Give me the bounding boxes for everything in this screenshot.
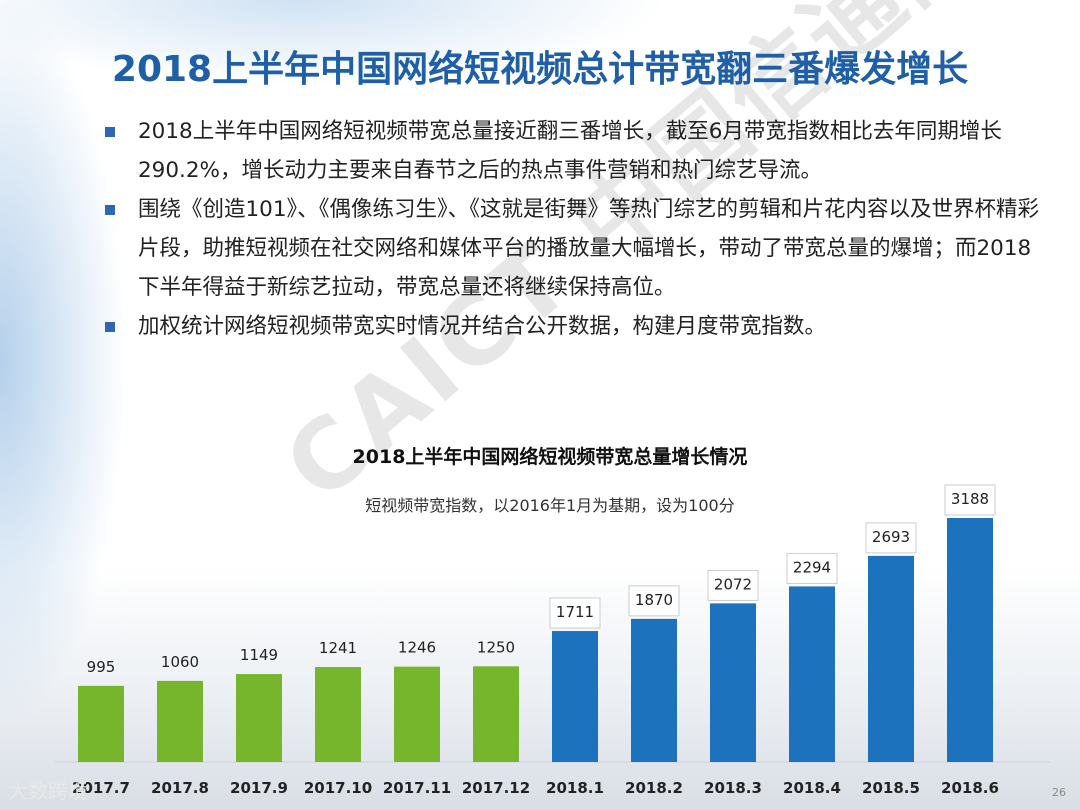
bar-2017.8 — [157, 680, 203, 762]
x-tick-label-2018.5: 2018.5 — [862, 779, 920, 797]
data-label-2017.9: 1149 — [240, 646, 278, 664]
x-tick-label-2018.1: 2018.1 — [546, 779, 604, 797]
x-tick-label-2017.8: 2017.8 — [151, 779, 209, 797]
data-label-box-2018.2 — [628, 585, 680, 617]
page-number: 26 — [1052, 786, 1066, 799]
bullet-item: 2018上半年中国网络短视频带宽总量接近翻三番增长，截至6月带宽指数相比去年同期… — [100, 112, 1040, 190]
data-label-2017.11: 1246 — [398, 639, 436, 657]
data-label-box-2018.6 — [944, 484, 996, 516]
data-label-2018.5: 2693 — [872, 528, 910, 546]
data-label-2018.4: 2294 — [793, 558, 831, 576]
data-label-box-2018.1 — [549, 597, 601, 629]
bullet-item: 加权统计网络短视频带宽实时情况并结合公开数据，构建月度带宽指数。 — [100, 307, 1040, 346]
logo: 大数跨境 — [8, 779, 88, 803]
data-label-2018.2: 1870 — [635, 591, 673, 609]
bar-2018.3 — [710, 603, 756, 762]
x-tick-label-2017.11: 2017.11 — [383, 779, 451, 797]
bar-2018.2 — [631, 618, 677, 762]
bar-2017.7 — [78, 685, 124, 762]
data-label-2017.10: 1241 — [319, 639, 357, 657]
x-tick-label-2017.12: 2017.12 — [462, 779, 530, 797]
bar-2018.6 — [947, 518, 993, 762]
x-tick-label-2018.6: 2018.6 — [941, 779, 999, 797]
bullet-text: 围绕《创造101》、《偶像练习生》、《这就是街舞》等热门综艺的剪辑和片花内容以及… — [138, 197, 1040, 300]
data-label-2017.8: 1060 — [161, 653, 199, 671]
bar-2017.10 — [315, 667, 361, 762]
bullet-item: 围绕《创造101》、《偶像练习生》、《这就是街舞》等热门综艺的剪辑和片花内容以及… — [100, 190, 1040, 307]
data-label-2018.3: 2072 — [714, 575, 752, 593]
x-tick-label-2018.4: 2018.4 — [783, 779, 841, 797]
data-label-2017.12: 1250 — [477, 638, 515, 656]
page-title: 2018上半年中国网络短视频总计带宽翻三番爆发增长 — [111, 49, 969, 90]
bar-2018.5 — [868, 555, 914, 762]
x-tick-label-2017.7: 2017.7 — [72, 779, 130, 797]
bar-2018.1 — [552, 631, 598, 762]
data-label-box-2018.4 — [786, 552, 838, 584]
data-label-box-2018.3 — [707, 569, 759, 601]
square-bullet-icon — [105, 322, 115, 332]
x-tick-label-2018.3: 2018.3 — [704, 779, 762, 797]
bar-2017.9 — [236, 674, 282, 762]
data-label-box-2018.5 — [865, 522, 917, 554]
bullet-text: 2018上半年中国网络短视频带宽总量接近翻三番增长，截至6月带宽指数相比去年同期… — [138, 119, 1002, 183]
square-bullet-icon — [105, 205, 115, 215]
data-label-2018.1: 1711 — [556, 603, 594, 621]
x-tick-label-2018.2: 2018.2 — [625, 779, 683, 797]
data-label-2018.6: 3188 — [951, 490, 989, 508]
x-tick-label-2017.9: 2017.9 — [230, 779, 288, 797]
bullet-text: 加权统计网络短视频带宽实时情况并结合公开数据，构建月度带宽指数。 — [138, 314, 827, 339]
chart-subtitle: 短视频带宽指数，以2016年1月为基期，设为100分 — [365, 496, 735, 515]
bar-2017.12 — [473, 666, 519, 762]
bullet-list: 2018上半年中国网络短视频带宽总量接近翻三番增长，截至6月带宽指数相比去年同期… — [100, 112, 1040, 346]
data-label-2017.7: 995 — [87, 658, 116, 676]
square-bullet-icon — [105, 127, 115, 137]
bar-2018.4 — [789, 586, 835, 762]
bar-2017.11 — [394, 666, 440, 762]
x-tick-label-2017.10: 2017.10 — [304, 779, 372, 797]
chart-title: 2018上半年中国网络短视频带宽总量增长情况 — [352, 446, 748, 468]
